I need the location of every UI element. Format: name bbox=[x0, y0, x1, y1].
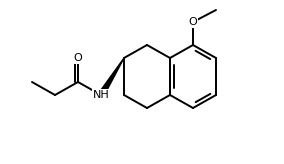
Polygon shape bbox=[99, 58, 124, 97]
Text: O: O bbox=[189, 17, 197, 27]
Text: O: O bbox=[74, 53, 82, 63]
Text: NH: NH bbox=[93, 90, 109, 100]
